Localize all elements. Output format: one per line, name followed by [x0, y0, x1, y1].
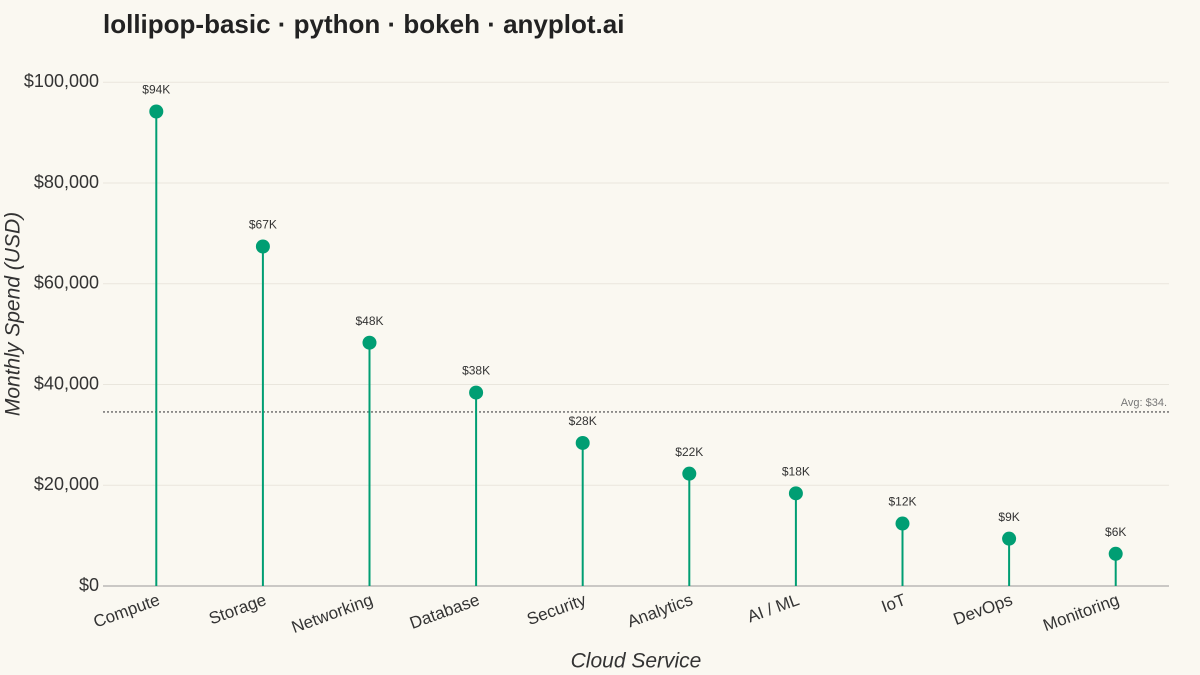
- data-label: $22K: [675, 445, 703, 459]
- dot: [682, 466, 697, 481]
- y-tick-label: $0: [79, 575, 99, 595]
- y-tick-label: $80,000: [34, 172, 99, 192]
- average-label: Avg: $34.: [1121, 397, 1167, 409]
- dot: [469, 385, 484, 400]
- dot: [895, 516, 910, 531]
- data-label: $28K: [569, 414, 597, 428]
- y-tick-label: $20,000: [34, 474, 99, 494]
- data-label: $67K: [249, 218, 277, 232]
- y-tick-label: $60,000: [34, 273, 99, 293]
- dot: [362, 335, 377, 350]
- dot: [149, 104, 164, 119]
- dot: [1108, 546, 1123, 561]
- y-axis-label: Monthly Spend (USD): [2, 212, 25, 416]
- data-label: $9K: [998, 510, 1019, 524]
- y-tick-label: $40,000: [34, 373, 99, 393]
- data-label: $18K: [782, 464, 810, 478]
- y-tick-label: $100,000: [24, 71, 99, 91]
- chart-title: lollipop-basic · python · bokeh · anyplo…: [103, 9, 624, 39]
- dot: [1002, 531, 1017, 546]
- data-label: $48K: [355, 314, 383, 328]
- data-label: $6K: [1105, 525, 1126, 539]
- data-label: $38K: [462, 364, 490, 378]
- data-label: $12K: [888, 495, 916, 509]
- dot: [575, 435, 590, 450]
- dot: [788, 486, 803, 501]
- x-axis-label: Cloud Service: [571, 650, 702, 673]
- dot: [255, 239, 270, 254]
- data-label: $94K: [142, 83, 170, 97]
